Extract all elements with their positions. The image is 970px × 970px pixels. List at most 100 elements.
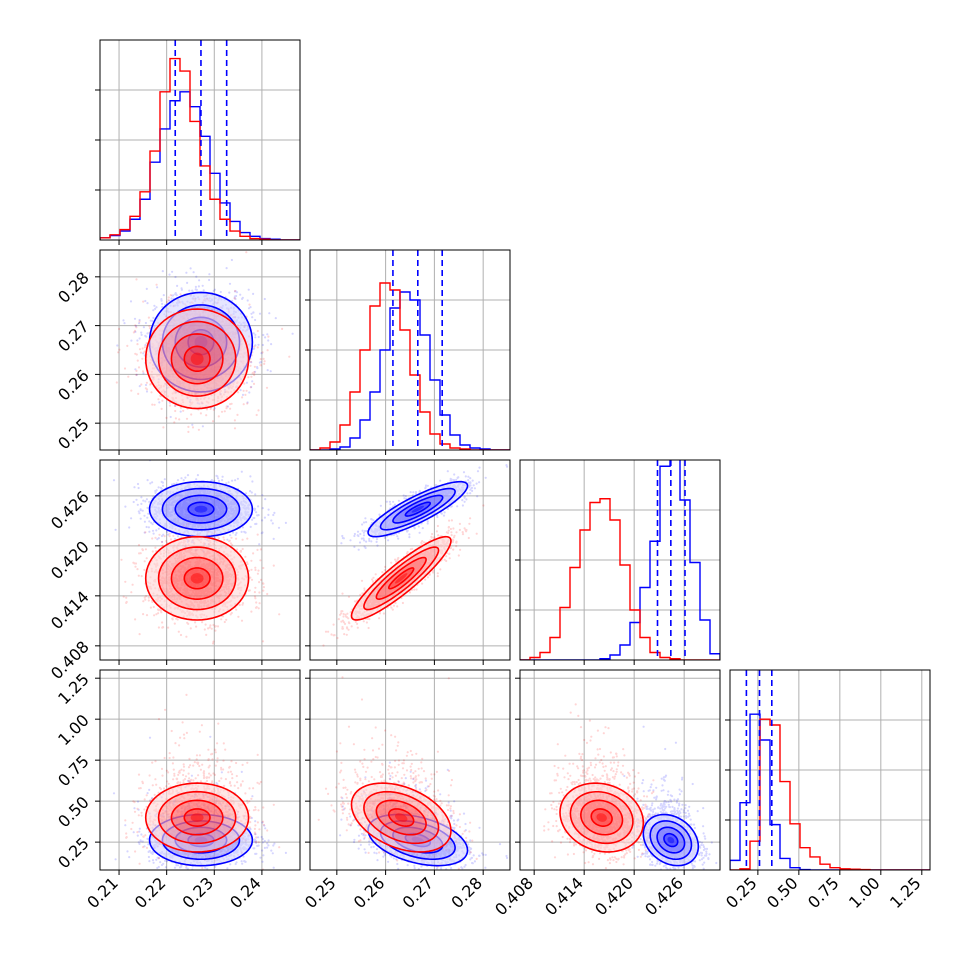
sample-point xyxy=(254,522,257,526)
sample-point xyxy=(245,251,248,254)
sample-point xyxy=(267,508,270,511)
sample-point xyxy=(251,316,254,319)
sample-point xyxy=(250,578,254,581)
sample-point xyxy=(235,608,238,611)
sample-point xyxy=(196,474,199,477)
diag-panel-0 xyxy=(95,39,301,245)
sample-point xyxy=(194,288,197,291)
sample-point xyxy=(116,344,119,347)
sample-point xyxy=(251,372,254,375)
sample-point xyxy=(135,369,138,372)
sample-point xyxy=(123,367,127,370)
sample-point xyxy=(258,543,261,546)
sample-point xyxy=(251,480,254,483)
sample-point xyxy=(229,403,232,406)
sample-point xyxy=(138,318,141,322)
sample-point xyxy=(162,484,165,487)
sample-point xyxy=(241,297,244,300)
sample-point xyxy=(152,316,155,319)
sample-point xyxy=(262,589,265,592)
sample-point xyxy=(167,298,170,302)
sample-point xyxy=(149,382,153,386)
sample-point xyxy=(122,595,125,598)
density-series-b xyxy=(144,308,250,410)
sample-point xyxy=(163,478,166,481)
sample-point xyxy=(267,513,270,517)
sample-point xyxy=(221,475,224,478)
sample-point xyxy=(248,391,251,394)
histogram-series-b xyxy=(100,57,300,240)
sample-point xyxy=(291,332,294,335)
sample-point xyxy=(238,603,241,607)
sample-point xyxy=(134,325,138,328)
sample-point xyxy=(144,299,147,303)
sample-point xyxy=(180,287,183,290)
sample-point xyxy=(142,499,145,502)
sample-point xyxy=(216,477,220,480)
sample-point xyxy=(256,572,259,575)
sample-point xyxy=(288,355,291,358)
sample-point xyxy=(174,417,177,420)
sample-point xyxy=(115,381,118,384)
sample-point xyxy=(188,289,191,292)
sample-point xyxy=(254,344,257,347)
sample-point xyxy=(171,617,174,620)
sample-point xyxy=(194,285,197,288)
sample-point xyxy=(201,425,204,428)
sample-point xyxy=(190,413,193,416)
sample-point xyxy=(144,500,147,503)
panel-content xyxy=(100,460,300,660)
sample-point xyxy=(146,516,149,519)
sample-point xyxy=(151,319,154,322)
sample-point xyxy=(252,311,255,314)
sample-point xyxy=(171,270,174,273)
sample-point xyxy=(155,306,158,309)
sample-point xyxy=(151,403,154,406)
y-tick-label: 0.25 xyxy=(54,415,93,454)
sample-point xyxy=(153,304,156,307)
sample-point xyxy=(243,382,246,385)
sample-point xyxy=(138,320,141,323)
sample-point xyxy=(223,410,226,413)
sample-point xyxy=(258,361,261,364)
sample-point xyxy=(189,267,192,270)
sample-point xyxy=(201,284,204,287)
sample-point xyxy=(233,296,236,299)
sample-point xyxy=(158,533,161,536)
sample-point xyxy=(137,366,141,369)
sample-point xyxy=(161,302,164,305)
panel-content xyxy=(100,40,300,240)
sample-point xyxy=(179,293,182,296)
sample-point xyxy=(281,327,284,330)
sample-point xyxy=(144,548,147,551)
sample-point xyxy=(202,289,205,292)
sample-point xyxy=(160,299,163,302)
sample-point xyxy=(233,297,236,300)
sample-point xyxy=(145,335,148,338)
sample-point xyxy=(229,407,232,410)
sample-point xyxy=(241,396,244,399)
sample-point xyxy=(149,383,152,386)
sample-point xyxy=(143,346,146,349)
sample-point xyxy=(143,596,146,599)
sample-point xyxy=(146,506,149,509)
sample-point xyxy=(250,312,253,315)
sample-point xyxy=(195,478,198,481)
sample-point xyxy=(249,364,252,367)
sample-point xyxy=(140,502,143,505)
sample-point xyxy=(237,615,240,618)
sample-point xyxy=(151,523,154,526)
sample-point xyxy=(145,287,148,290)
sample-point xyxy=(254,568,257,572)
sample-point xyxy=(240,530,243,534)
sample-point xyxy=(186,281,189,284)
sample-point xyxy=(259,559,262,562)
sample-point xyxy=(268,312,271,315)
sample-point xyxy=(225,267,228,270)
sample-point xyxy=(157,398,160,401)
sample-point xyxy=(135,373,138,376)
sample-point xyxy=(256,533,259,536)
sample-point xyxy=(269,370,272,373)
sample-point xyxy=(130,339,133,342)
